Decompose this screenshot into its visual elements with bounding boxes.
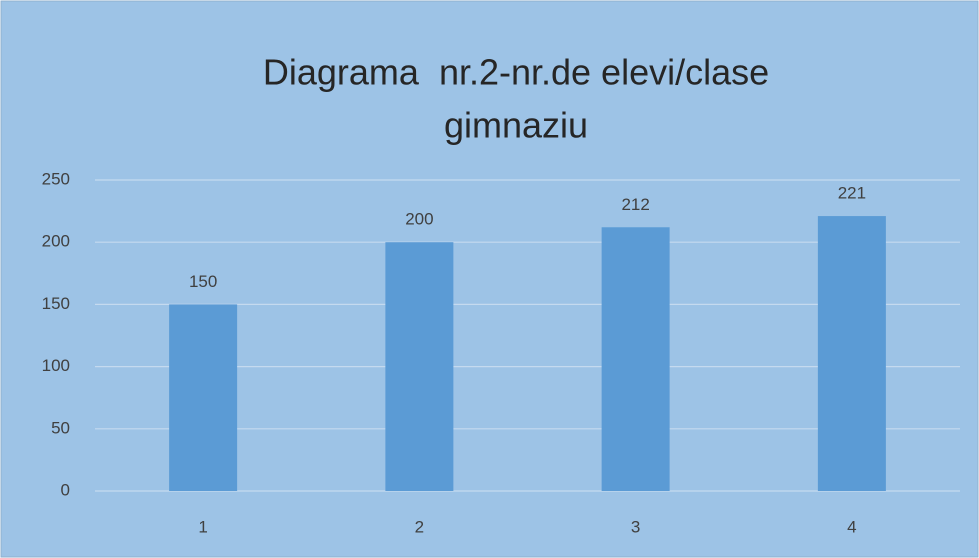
y-tick-label: 250 <box>42 169 70 188</box>
x-tick-label: 1 <box>198 517 207 536</box>
bar <box>169 304 238 491</box>
data-label: 150 <box>189 272 217 291</box>
y-tick-label: 150 <box>42 294 70 313</box>
data-label: 221 <box>838 184 866 203</box>
bar <box>817 216 886 492</box>
chart-title: gimnaziu <box>444 105 588 146</box>
data-label: 212 <box>621 195 649 214</box>
bar <box>601 227 670 491</box>
x-tick-label: 4 <box>847 517 856 536</box>
x-tick-label: 3 <box>631 517 640 536</box>
bar <box>385 242 454 491</box>
y-tick-label: 200 <box>42 232 70 251</box>
y-tick-label: 100 <box>42 356 70 375</box>
y-tick-label: 0 <box>61 480 70 499</box>
y-tick-label: 50 <box>51 418 70 437</box>
chart-title: Diagrama nr.2-nr.de elevi/clase <box>263 52 769 93</box>
x-tick-label: 2 <box>415 517 424 536</box>
data-label: 200 <box>405 210 433 229</box>
